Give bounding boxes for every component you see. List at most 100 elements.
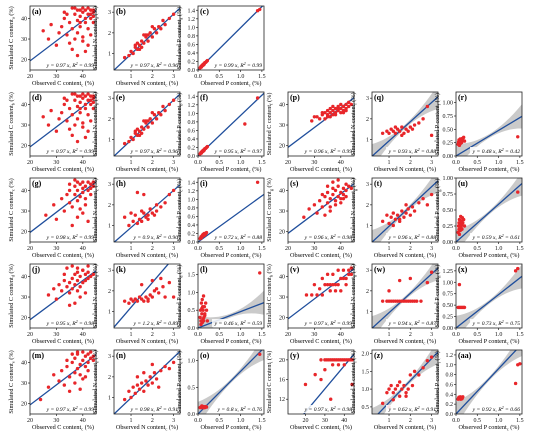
fit-line bbox=[456, 350, 518, 414]
y-axis-label: Simulated C contentb (%) bbox=[8, 92, 16, 156]
x-tick-label: 20 bbox=[27, 246, 33, 252]
data-point bbox=[408, 213, 413, 217]
data-point bbox=[70, 360, 74, 365]
data-point bbox=[171, 98, 176, 102]
data-point bbox=[59, 110, 64, 115]
data-point bbox=[89, 182, 93, 186]
data-point bbox=[70, 92, 74, 96]
data-point bbox=[380, 219, 385, 224]
data-point bbox=[320, 110, 325, 115]
plot-frame bbox=[113, 177, 181, 243]
y-tick-label: 40 bbox=[279, 274, 285, 280]
plot-frame bbox=[113, 91, 181, 157]
data-point bbox=[83, 16, 88, 21]
y-tick-label: 0.8 bbox=[188, 206, 196, 212]
x-tick-label: 40 bbox=[80, 332, 86, 338]
data-point bbox=[417, 201, 421, 205]
data-point bbox=[328, 196, 332, 201]
panel-label: (g) bbox=[32, 179, 42, 188]
data-point bbox=[65, 119, 69, 123]
plot-area bbox=[30, 350, 96, 406]
data-point bbox=[204, 308, 209, 312]
data-point bbox=[86, 113, 90, 117]
data-point bbox=[307, 207, 311, 211]
data-point bbox=[139, 282, 144, 287]
x-axis-label: Observed P contentc (%) bbox=[200, 80, 261, 88]
data-point bbox=[304, 293, 309, 297]
data-point bbox=[312, 203, 317, 207]
data-point bbox=[86, 264, 90, 268]
data-point bbox=[65, 98, 69, 102]
data-point bbox=[325, 272, 330, 277]
panel-label: (l) bbox=[200, 265, 208, 274]
data-point bbox=[129, 395, 133, 400]
y-tick-label: 0.5 bbox=[188, 385, 196, 391]
data-point bbox=[333, 188, 338, 193]
confidence-band bbox=[372, 264, 438, 328]
x-tick-label: 0.5 bbox=[216, 74, 224, 80]
plot-frame bbox=[197, 91, 265, 157]
data-point bbox=[393, 217, 398, 221]
data-point bbox=[67, 182, 72, 186]
regression-equation: y = 0.72 x, R2 = 0.88 bbox=[214, 233, 263, 241]
data-point bbox=[330, 363, 335, 367]
panel-z: 1 2 3 0.5 1.0 1.5 2.0 (z) y = 0.62 x, R2 = 0.91 O… bbox=[350, 349, 439, 432]
y-tick-label: 0.0 bbox=[188, 326, 196, 332]
data-point bbox=[408, 276, 413, 281]
data-point bbox=[516, 135, 520, 139]
x-tick-label: 20 bbox=[27, 332, 33, 338]
x-tick-label: 20 bbox=[285, 246, 291, 252]
data-point bbox=[336, 106, 340, 111]
data-point bbox=[86, 6, 90, 10]
data-point bbox=[205, 144, 210, 149]
data-point bbox=[89, 192, 93, 197]
x-axis-label: Observed N contentc (%) bbox=[116, 80, 178, 88]
data-point bbox=[412, 369, 417, 374]
data-point bbox=[344, 182, 348, 186]
x-axis-label: Observed P contentc (%) bbox=[458, 252, 519, 260]
data-point bbox=[75, 53, 80, 58]
fit-line bbox=[114, 350, 180, 414]
data-point bbox=[139, 219, 144, 224]
data-point bbox=[75, 278, 80, 283]
data-point bbox=[122, 55, 127, 60]
y-tick-label: 0.5 bbox=[362, 405, 370, 411]
y-tick-label: 2 bbox=[366, 203, 369, 209]
plot-frame bbox=[197, 5, 265, 71]
y-axis-label: Simulated N contente (%) bbox=[92, 350, 100, 414]
data-point bbox=[344, 102, 348, 107]
plot-frame bbox=[29, 349, 97, 415]
equation-background bbox=[212, 147, 263, 155]
data-point bbox=[83, 375, 88, 379]
y-tick-label: 0.6 bbox=[188, 214, 196, 220]
data-point bbox=[410, 127, 415, 131]
data-point bbox=[83, 291, 88, 295]
data-point bbox=[202, 405, 206, 410]
data-point bbox=[70, 287, 74, 291]
y-tick-label: 30 bbox=[21, 123, 27, 129]
data-point bbox=[167, 102, 172, 107]
data-point bbox=[86, 43, 90, 47]
plot-area bbox=[114, 93, 180, 156]
data-point bbox=[81, 358, 85, 363]
regression-equation: y = 0.97 x, R2 = 0.96 bbox=[130, 147, 179, 155]
data-point bbox=[89, 274, 93, 279]
data-point bbox=[150, 24, 155, 29]
x-axis-label: Observed P contentc (%) bbox=[200, 252, 261, 260]
plot-area bbox=[456, 104, 522, 156]
y-tick-label: 0.8 bbox=[188, 120, 196, 126]
data-point bbox=[137, 217, 142, 221]
y-tick-label: 20 bbox=[279, 358, 285, 364]
y-axis-label: Simulated P contenti (%) bbox=[434, 351, 442, 413]
y-tick-label: 1.00 bbox=[443, 176, 454, 182]
data-point bbox=[150, 211, 155, 215]
plot-area bbox=[288, 266, 354, 320]
plot-area bbox=[198, 271, 264, 328]
regression-equation: y = 0.96 x, R2 = 0.99 bbox=[304, 147, 353, 155]
data-point bbox=[86, 188, 90, 193]
x-tick-label: 40 bbox=[80, 418, 86, 424]
data-point bbox=[81, 186, 85, 191]
x-tick-label: 0.5 bbox=[474, 332, 482, 338]
data-point bbox=[54, 43, 59, 47]
x-tick-label: 1 bbox=[130, 246, 133, 252]
